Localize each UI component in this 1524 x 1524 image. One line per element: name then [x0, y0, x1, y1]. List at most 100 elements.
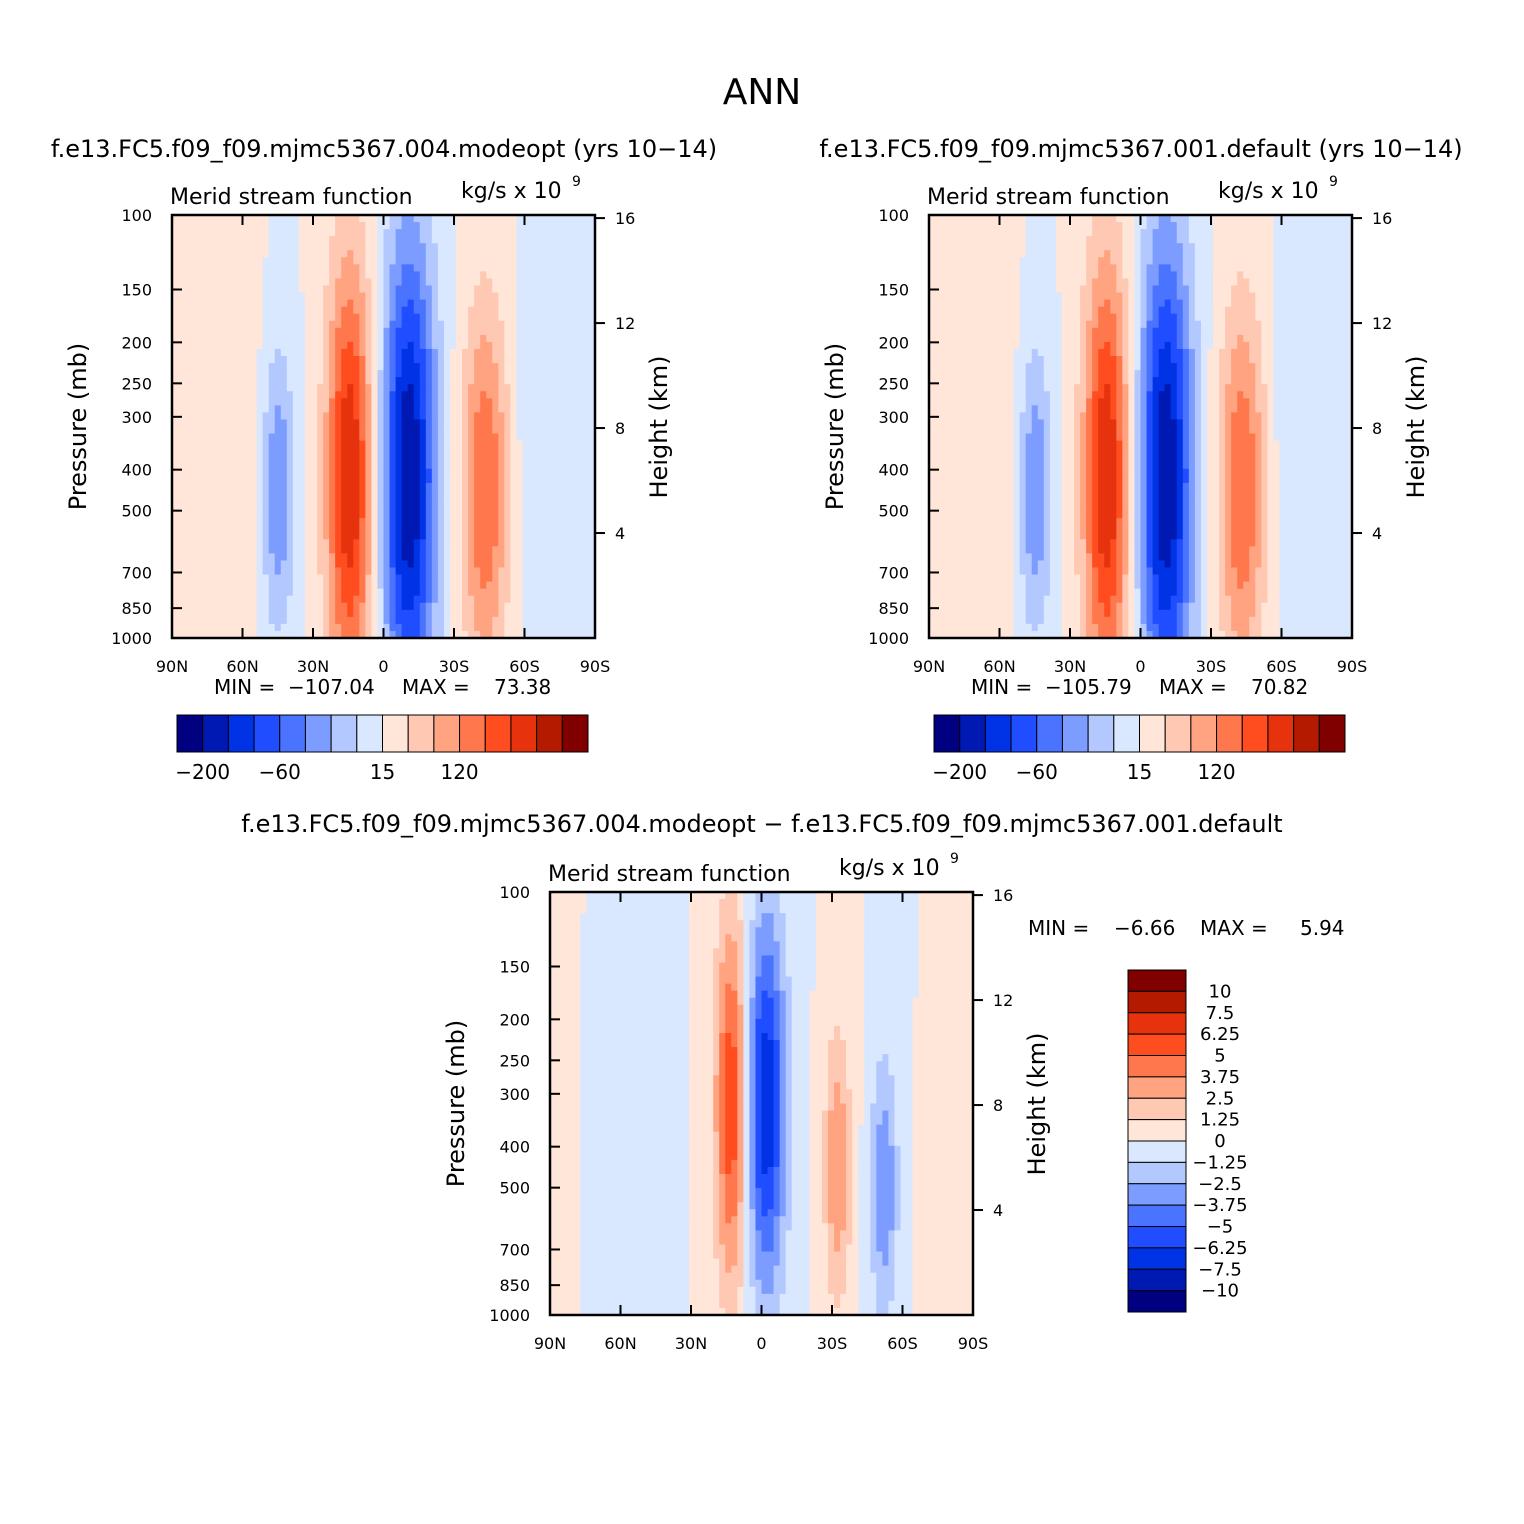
contour-cell — [546, 616, 554, 625]
contour-cell — [492, 334, 499, 343]
contour-cell — [516, 461, 524, 470]
contour-cell — [582, 588, 590, 597]
contour-cell — [347, 306, 354, 315]
contour-cell — [516, 574, 524, 583]
contour-cell — [419, 433, 427, 442]
contour-cell — [959, 271, 966, 280]
contour-cell — [292, 313, 300, 322]
contour-cell — [1267, 271, 1275, 280]
contour-cell — [1182, 222, 1190, 230]
contour-cell — [528, 504, 536, 512]
contour-cell — [353, 363, 360, 371]
contour-cell — [1049, 229, 1057, 237]
contour-cell — [564, 405, 572, 413]
contour-cell — [498, 398, 505, 406]
contour-cell — [540, 334, 548, 343]
contour-cell — [522, 497, 530, 505]
contour-cell — [377, 426, 385, 435]
contour-cell — [498, 581, 505, 590]
y-tick-label: 250 — [121, 374, 152, 393]
contour-cell — [431, 623, 439, 632]
contour-cell — [341, 426, 348, 435]
contour-cell — [353, 539, 360, 547]
contour-cell — [286, 264, 294, 272]
contour-cell — [280, 454, 288, 463]
contour-cell — [268, 581, 276, 590]
contour-cell — [1345, 264, 1353, 272]
contour-cell — [178, 398, 185, 406]
contour-cell — [534, 497, 542, 505]
contour-cell — [413, 356, 421, 364]
contour-cell — [178, 574, 185, 583]
contour-cell — [552, 532, 560, 540]
contour-cell — [220, 236, 227, 244]
contour-cell — [468, 468, 475, 477]
contour-cell — [202, 215, 209, 223]
contour-cell — [401, 588, 409, 597]
contour-cell — [1092, 229, 1099, 237]
contour-cell — [371, 630, 379, 639]
contour-cell — [304, 257, 312, 265]
contour-cell — [262, 482, 270, 491]
contour-cell — [220, 595, 227, 604]
contour-cell — [268, 306, 276, 315]
x-tick-label: 60S — [509, 657, 540, 676]
contour-cell — [365, 348, 373, 357]
contour-cell — [389, 348, 397, 357]
contour-cell — [570, 546, 578, 554]
contour-cell — [1025, 222, 1033, 230]
contour-cell — [413, 567, 421, 576]
contour-cell — [407, 391, 415, 399]
contour-cell — [462, 356, 469, 364]
contour-cell — [570, 363, 578, 371]
contour-cell — [456, 623, 463, 632]
contour-cell — [522, 454, 530, 463]
contour-cell — [335, 398, 342, 406]
contour-cell — [516, 525, 524, 533]
contour-cell — [570, 567, 578, 576]
contour-cell — [546, 405, 554, 413]
contour-cell — [425, 581, 433, 590]
contour-cell — [359, 391, 366, 399]
contour-cell — [431, 391, 439, 399]
contour-cell — [310, 264, 318, 272]
contour-cell — [304, 616, 312, 625]
contour-cell — [304, 518, 312, 526]
contour-cell — [317, 356, 324, 364]
contour-cell — [184, 426, 191, 435]
contour-cell — [510, 264, 518, 272]
contour-cell — [1237, 257, 1244, 265]
contour-cell — [1200, 250, 1208, 258]
contour-cell — [214, 433, 221, 442]
contour-cell — [1104, 236, 1111, 244]
contour-cell — [437, 363, 445, 371]
contour-cell — [304, 567, 312, 576]
contour-cell — [504, 574, 511, 583]
contour-cell — [172, 468, 179, 477]
contour-cell — [226, 595, 234, 604]
contour-cell — [226, 454, 234, 463]
contour-cell — [1146, 264, 1154, 272]
contour-cell — [1291, 215, 1299, 223]
contour-cell — [196, 334, 203, 343]
contour-cell — [298, 250, 306, 258]
contour-cell — [244, 511, 252, 519]
contour-cell — [389, 363, 397, 371]
contour-cell — [184, 511, 191, 519]
contour-cell — [510, 553, 518, 562]
contour-cell — [546, 271, 554, 280]
contour-cell — [377, 391, 385, 399]
contour-cell — [190, 243, 197, 251]
contour-cell — [208, 475, 215, 484]
contour-cell — [220, 616, 227, 625]
contour-cell — [468, 630, 475, 639]
contour-cell — [516, 426, 524, 435]
contour-cell — [190, 257, 197, 265]
contour-cell — [425, 609, 433, 618]
contour-cell — [576, 405, 584, 413]
contour-cell — [274, 348, 282, 357]
contour-cell — [1055, 271, 1063, 280]
contour-cell — [1261, 264, 1268, 272]
contour-cell — [377, 574, 385, 583]
contour-cell — [564, 341, 572, 350]
